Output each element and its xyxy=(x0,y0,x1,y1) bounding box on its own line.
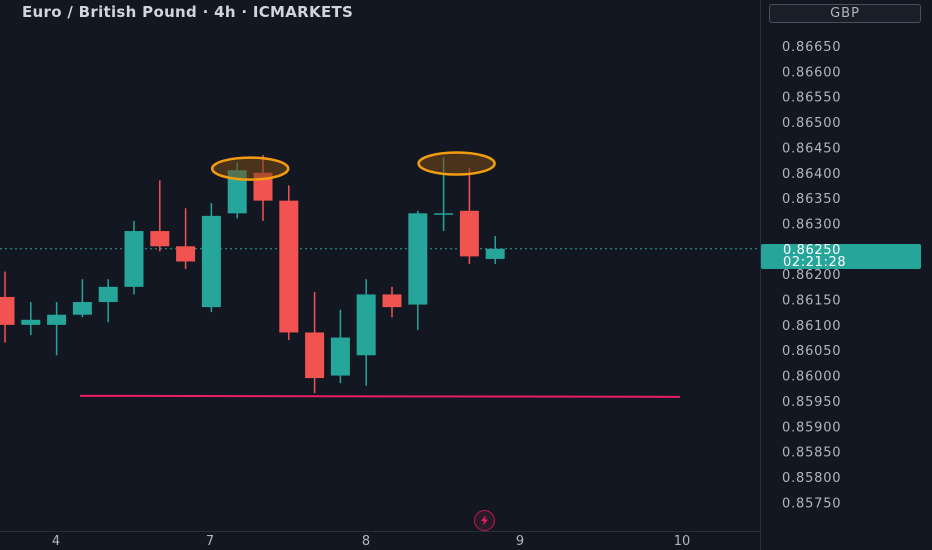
candle-body xyxy=(21,319,41,325)
candle-body xyxy=(305,332,325,379)
time-tick-label: 8 xyxy=(362,534,370,549)
candle xyxy=(382,286,402,318)
price-tick-label: 0.86300 xyxy=(782,217,841,232)
candle xyxy=(201,203,221,313)
price-tick-label: 0.86350 xyxy=(782,192,841,207)
peak-highlight xyxy=(417,151,496,176)
price-tick-label: 0.85900 xyxy=(782,420,841,435)
time-tick-label: 4 xyxy=(52,534,60,549)
price-tick-label: 0.86400 xyxy=(782,167,841,182)
candle-body xyxy=(279,200,299,333)
candle xyxy=(98,279,118,323)
candle-body xyxy=(382,294,402,308)
candle-body xyxy=(176,246,196,262)
price-tick-label: 0.86050 xyxy=(782,344,841,359)
price-tick-label: 0.85850 xyxy=(782,446,841,461)
candle xyxy=(485,236,505,265)
chart-title: Euro / British Pound · 4h · ICMARKETS xyxy=(22,3,354,21)
price-tick-label: 0.85750 xyxy=(782,496,841,511)
candle xyxy=(279,185,299,341)
candle-body xyxy=(485,248,505,259)
peak-highlight xyxy=(210,156,290,181)
candle-body xyxy=(227,170,247,214)
candle-body xyxy=(408,213,428,305)
time-tick-label: 9 xyxy=(516,534,524,549)
flash-button[interactable] xyxy=(474,510,495,531)
bar-countdown: 02:21:28 xyxy=(783,255,847,270)
candle xyxy=(124,220,144,295)
candle-body xyxy=(201,215,221,308)
candle xyxy=(459,167,479,265)
time-tick-label: 7 xyxy=(206,534,214,549)
price-tick-label: 0.86600 xyxy=(782,65,841,80)
candle-body xyxy=(0,296,15,325)
price-tick-label: 0.85950 xyxy=(782,395,841,410)
candle xyxy=(330,309,350,384)
price-tick-label: 0.86500 xyxy=(782,116,841,131)
currency-button[interactable]: GBP xyxy=(769,4,921,23)
price-tick-label: 0.85800 xyxy=(782,471,841,486)
last-price-label: 0.86250 02:21:28 xyxy=(761,244,921,269)
candle-body xyxy=(330,337,350,376)
candle xyxy=(0,271,15,343)
time-tick-label: 10 xyxy=(674,534,691,549)
candle-body xyxy=(72,302,92,315)
candles-layer xyxy=(0,155,505,394)
candle xyxy=(72,279,92,318)
support-line xyxy=(79,394,681,398)
price-tick-label: 0.86200 xyxy=(782,268,841,283)
lightning-icon xyxy=(481,515,488,526)
last-price-value: 0.86250 xyxy=(783,243,841,258)
candle-body xyxy=(150,231,170,247)
candle xyxy=(176,208,196,270)
candle-body xyxy=(124,231,144,287)
price-axis[interactable]: 0.86650 0.86600 0.86550 0.86500 0.86450 0.864… xyxy=(782,40,841,511)
candle xyxy=(408,210,428,330)
candle xyxy=(150,180,170,252)
price-tick-label: 0.86650 xyxy=(782,40,841,55)
candle xyxy=(21,302,41,335)
candle-body xyxy=(434,213,454,215)
candle xyxy=(47,302,67,356)
time-axis[interactable]: 4 7 8 9 10 xyxy=(52,534,690,549)
candle-body xyxy=(356,294,376,356)
candle xyxy=(356,279,376,386)
price-tick-label: 0.86000 xyxy=(782,370,841,385)
candle xyxy=(305,291,325,394)
candle-body xyxy=(98,286,118,303)
highlight-layer xyxy=(210,151,496,181)
price-tick-label: 0.86550 xyxy=(782,91,841,106)
candle-body xyxy=(459,210,479,257)
price-tick-label: 0.86150 xyxy=(782,294,841,309)
price-tick-label: 0.86100 xyxy=(782,319,841,334)
candle-body xyxy=(47,314,67,325)
price-tick-label: 0.86450 xyxy=(782,141,841,156)
